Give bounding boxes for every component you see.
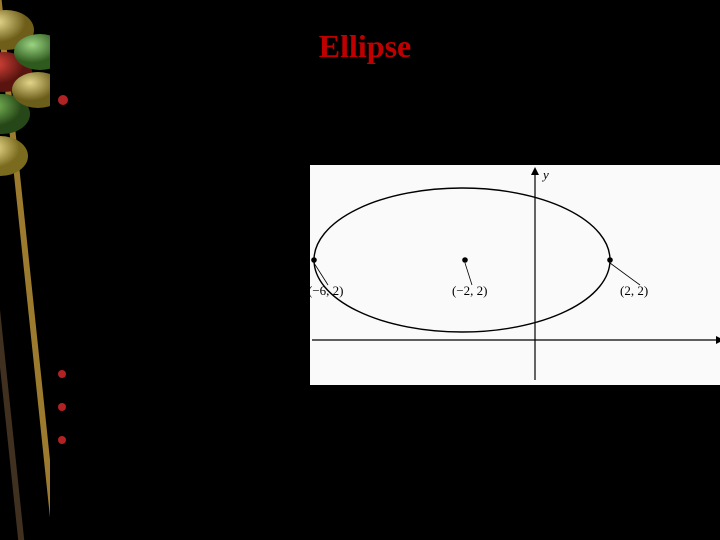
vertices-label: Vertices [74, 361, 152, 386]
slide-title: Ellipse [50, 0, 720, 83]
bullet-icon [58, 403, 66, 411]
sub-bullet-list: Vertices (h±a , k) Co-Vertices (h, k±b) … [58, 360, 271, 459]
svg-text:(−2, 2): (−2, 2) [452, 283, 488, 298]
bullet-icon [58, 95, 68, 105]
covertices-label: Co-Vertices [74, 394, 188, 419]
ellipse-diagram: yx(−6, 2)(−2, 2)(2, 2) [310, 165, 720, 385]
vertices-expr: (h±a , k) [158, 360, 242, 386]
covertices-row: Co-Vertices (h, k±b) [58, 393, 271, 420]
svg-text:(−6, 2): (−6, 2) [310, 283, 344, 298]
main-bullet-text: The ellipse with a center at (h, k) and … [76, 83, 720, 148]
svg-text:(2, 2): (2, 2) [620, 283, 648, 298]
foci-label: Foci [74, 427, 116, 452]
pm-symbol: ± [239, 394, 251, 419]
foci-expr: (h±c , k) [122, 426, 204, 452]
slide-content: Ellipse The ellipse with a center at (h,… [50, 0, 720, 540]
bullet-icon [58, 370, 66, 378]
svg-text:y: y [541, 167, 549, 182]
covertices-expr: (h, k±b) [194, 393, 271, 419]
diagram-svg: yx(−6, 2)(−2, 2)(2, 2) [310, 165, 720, 385]
abacus-svg [0, 0, 50, 540]
pm-symbol: ± [179, 361, 191, 386]
foci-text: Foci (h±c , k) [74, 426, 204, 453]
covertices-text: Co-Vertices (h, k±b) [74, 393, 271, 420]
pm-symbol: ± [142, 427, 154, 452]
vertices-text: Vertices (h±a , k) [74, 360, 242, 387]
main-bullet-row: The ellipse with a center at (h, k) and … [50, 83, 720, 148]
vertices-row: Vertices (h±a , k) [58, 360, 271, 387]
foci-row: Foci (h±c , k) [58, 426, 271, 453]
left-decorative-graphic [0, 0, 50, 540]
bullet-icon [58, 436, 66, 444]
